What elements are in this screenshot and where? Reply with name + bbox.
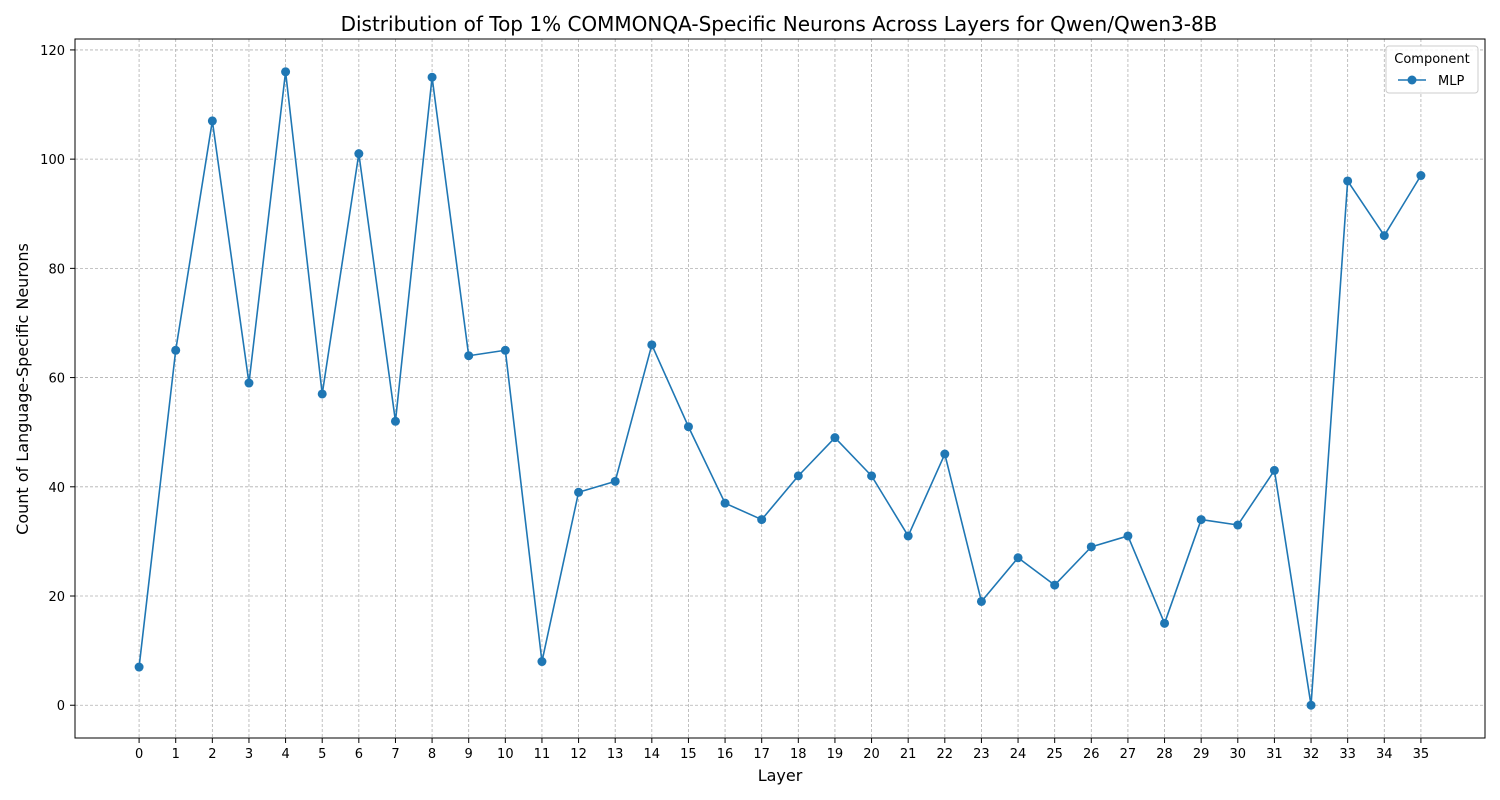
x-tick-label: 17	[753, 747, 770, 762]
data-point	[1269, 465, 1279, 475]
data-point	[1123, 531, 1133, 541]
y-tick-label: 120	[40, 44, 65, 59]
legend-title: Component	[1394, 52, 1469, 67]
data-point	[720, 498, 730, 508]
data-point	[1013, 553, 1023, 563]
chart-title: Distribution of Top 1% COMMONQA-Specific…	[341, 12, 1218, 36]
x-tick-label: 6	[355, 747, 363, 762]
data-point	[903, 531, 913, 541]
data-point	[793, 471, 803, 481]
x-tick-label: 11	[534, 747, 551, 762]
x-tick-label: 14	[644, 747, 661, 762]
x-tick-label: 30	[1230, 747, 1247, 762]
x-tick-label: 1	[172, 747, 180, 762]
x-tick-label: 24	[1010, 747, 1027, 762]
data-point	[390, 416, 400, 426]
data-point	[757, 515, 767, 525]
data-point	[1050, 580, 1060, 590]
x-tick-label: 10	[497, 747, 514, 762]
data-point	[940, 449, 950, 459]
x-tick-label: 19	[827, 747, 844, 762]
y-tick-label: 40	[48, 481, 65, 496]
data-point	[464, 351, 474, 361]
y-tick-label: 60	[48, 372, 65, 387]
x-tick-label: 27	[1120, 747, 1137, 762]
data-point	[683, 422, 693, 432]
x-tick-label: 21	[900, 747, 917, 762]
x-tick-label: 25	[1046, 747, 1063, 762]
data-point	[244, 378, 254, 388]
x-tick-label: 13	[607, 747, 624, 762]
data-point	[317, 389, 327, 399]
data-point	[976, 596, 986, 606]
data-point	[354, 149, 364, 159]
data-point	[610, 476, 620, 486]
data-point	[207, 116, 217, 126]
data-point	[1160, 618, 1170, 628]
data-point	[1086, 542, 1096, 552]
data-point	[171, 345, 181, 355]
y-tick-label: 20	[48, 590, 65, 605]
x-tick-label: 32	[1303, 747, 1320, 762]
data-point	[427, 72, 437, 82]
x-tick-label: 2	[208, 747, 216, 762]
x-tick-label: 4	[281, 747, 289, 762]
data-point	[1343, 176, 1353, 186]
x-tick-label: 26	[1083, 747, 1100, 762]
x-tick-label: 31	[1266, 747, 1283, 762]
data-point	[1233, 520, 1243, 530]
x-tick-label: 15	[680, 747, 697, 762]
x-tick-label: 34	[1376, 747, 1393, 762]
data-point	[1306, 700, 1316, 710]
data-point	[830, 433, 840, 443]
x-tick-label: 0	[135, 747, 143, 762]
x-gridlines	[138, 39, 1422, 738]
x-tick-label: 9	[465, 747, 473, 762]
x-tick-label: 16	[717, 747, 734, 762]
legend: Component MLP	[1385, 45, 1479, 94]
data-point	[134, 662, 144, 672]
series-line-mlp	[138, 70, 1422, 707]
x-tick-label: 8	[428, 747, 436, 762]
series-layer	[134, 67, 1426, 710]
x-tick-label: 22	[937, 747, 954, 762]
x-tick-label: 7	[391, 747, 399, 762]
x-tick-label: 20	[863, 747, 880, 762]
x-axis-ticks: 0 1 2 3 4 5 6 7 8 9 10 11 12 13 14 15 16 17 18 19 20 21 22 23 24…	[135, 738, 1429, 762]
data-point	[1196, 515, 1206, 525]
data-point	[1379, 231, 1389, 241]
x-axis-label: Layer	[758, 766, 803, 785]
plot-area	[74, 38, 1486, 739]
x-tick-label: 18	[790, 747, 807, 762]
legend-marker-mlp	[1407, 75, 1417, 85]
x-tick-label: 29	[1193, 747, 1210, 762]
data-point	[1416, 171, 1426, 181]
data-point	[500, 345, 510, 355]
y-tick-label: 80	[48, 262, 65, 277]
x-tick-label: 28	[1156, 747, 1173, 762]
x-tick-label: 12	[570, 747, 587, 762]
data-point	[647, 340, 657, 350]
data-point	[281, 67, 291, 77]
x-tick-label: 33	[1339, 747, 1356, 762]
y-tick-label: 0	[57, 699, 65, 714]
y-axis-label: Count of Language-Specific Neurons	[13, 243, 32, 535]
legend-label-mlp: MLP	[1438, 74, 1464, 89]
y-tick-label: 100	[40, 153, 65, 168]
x-tick-label: 23	[973, 747, 990, 762]
y-axis-ticks: 0 20 40 60 80 100 120	[40, 44, 75, 714]
y-gridlines	[75, 49, 1485, 706]
x-tick-label: 3	[245, 747, 253, 762]
data-point	[537, 657, 547, 667]
x-tick-label: 35	[1413, 747, 1430, 762]
x-tick-label: 5	[318, 747, 326, 762]
data-point	[574, 487, 584, 497]
data-point	[867, 471, 877, 481]
